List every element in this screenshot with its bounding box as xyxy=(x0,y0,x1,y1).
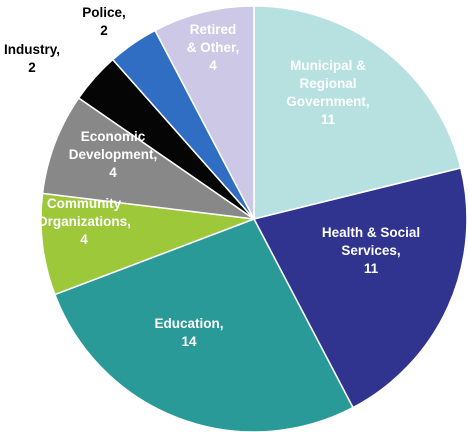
pie-slice xyxy=(153,5,255,220)
pie-slice xyxy=(41,96,255,220)
slice-label-line: Government, xyxy=(286,94,369,109)
slice-label-line: Health & Social xyxy=(322,225,420,240)
slice-label-line: Retired xyxy=(190,22,237,37)
slice-label: Police, 2 xyxy=(82,5,126,38)
slice-label-line: 4 xyxy=(80,232,88,247)
slice-label: Economic Development, 4 xyxy=(69,129,158,180)
slice-label-line: Municipal & xyxy=(290,58,366,73)
slice-label-line: 14 xyxy=(181,334,197,349)
pie-slice xyxy=(40,192,255,296)
slice-label-line: Education, xyxy=(154,316,223,331)
slice-label-line: 2 xyxy=(28,60,36,75)
slice-label-line: & Other, xyxy=(187,40,240,55)
slice-label-line: 4 xyxy=(209,58,217,73)
slice-label-line: 4 xyxy=(109,165,117,180)
slice-label-line: Economic xyxy=(81,129,146,144)
slice-label: Education, 14 xyxy=(154,316,223,349)
slice-label-line: Police, xyxy=(82,5,126,20)
slice-label-line: Community xyxy=(47,196,122,211)
slice-label: Health & Social Services, 11 xyxy=(322,225,420,276)
slice-label-line: Organizations, xyxy=(37,214,131,229)
slice-label-line: 11 xyxy=(321,112,336,127)
slice-label-line: Industry, xyxy=(4,42,60,57)
pie-slice xyxy=(253,5,462,220)
slice-label-line: Regional xyxy=(299,76,356,91)
slice-label: Retired & Other, 4 xyxy=(187,22,240,73)
slice-label-line: Development, xyxy=(69,147,158,162)
slice-label-line: Services, xyxy=(341,243,400,258)
slice-label: Industry, 2 xyxy=(4,42,60,75)
slice-label: Community Organizations, 4 xyxy=(37,196,131,247)
pie-slice xyxy=(53,218,355,432)
slice-label-line: 2 xyxy=(100,23,108,38)
slice-label: Municipal & Regional Government, 11 xyxy=(286,58,369,127)
slice-label-line: 11 xyxy=(364,261,379,276)
pie-slice xyxy=(252,167,468,409)
